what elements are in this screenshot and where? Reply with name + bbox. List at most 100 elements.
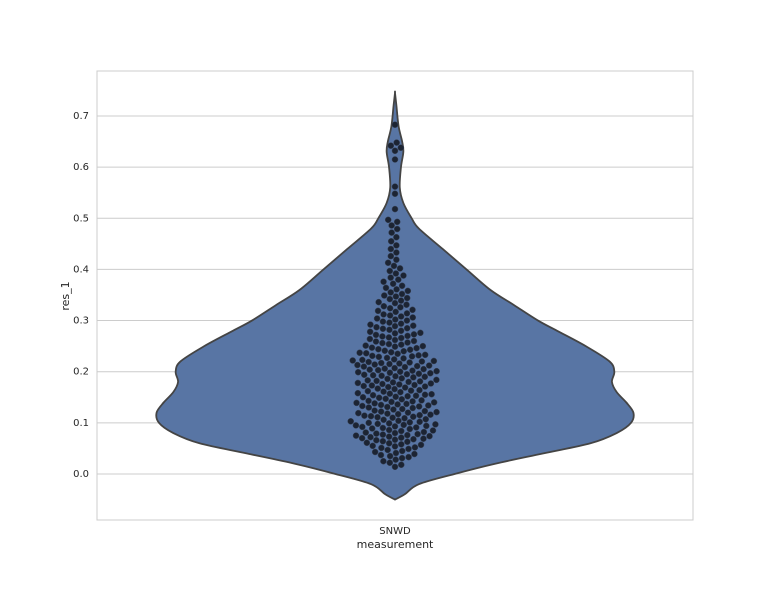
swarm-point [398,454,406,462]
swarm-point [360,382,367,390]
swarm-point [392,316,399,323]
swarm-point [430,357,438,365]
swarm-point [372,331,380,339]
swarm-point [352,432,360,439]
swarm-point [392,449,400,457]
swarm-point [386,459,394,466]
swarm-point [398,396,406,403]
swarm-point [359,394,367,401]
swarm-point [379,437,387,445]
swarm-point [354,368,362,376]
swarm-point [366,328,374,336]
x-tick-label: SNWD [379,526,411,537]
swarm-point [354,361,361,369]
swarm-point [412,392,420,399]
swarm-point [381,365,388,372]
swarm-point [391,463,399,471]
swarm-point [374,413,381,421]
swarm-point [390,262,398,270]
swarm-point [393,256,400,263]
swarm-point [400,347,407,355]
swarm-point [393,242,400,249]
swarm-point [385,420,393,427]
swarm-point [397,313,405,320]
swarm-point [384,403,391,411]
swarm-point [427,380,435,387]
swarm-point [385,383,392,391]
swarm-point [397,304,404,311]
y-tick-label: 0.2 [73,367,89,378]
swarm-point [411,450,418,458]
swarm-point [393,225,401,233]
swarm-point [391,190,399,197]
swarm-point [409,367,416,374]
swarm-point [403,301,410,308]
swarm-point [418,358,426,365]
swarm-point [373,436,380,444]
swarm-point [371,400,378,407]
swarm-point [404,431,411,439]
swarm-point [397,327,405,335]
swarm-point [373,430,380,437]
swarm-point [421,383,429,390]
swarm-point [386,319,393,326]
swarm-point [371,407,378,414]
swarm-point [397,144,405,151]
swarm-point [414,430,421,438]
x-axis-label: measurement [357,538,434,551]
swarm-point [393,286,400,293]
swarm-point [368,382,376,389]
swarm-point [365,419,372,427]
swarm-point [391,443,399,450]
swarm-point [418,397,425,404]
swarm-point [398,341,405,348]
swarm-point [361,371,368,379]
swarm-point [384,216,392,224]
swarm-point [398,461,405,469]
swarm-point [362,350,370,357]
swarm-point [386,360,393,368]
swarm-point [391,429,399,437]
swarm-point [392,293,400,300]
swarm-point [384,410,391,417]
swarm-point [369,391,377,399]
swarm-point [415,352,422,359]
swarm-point [375,345,382,353]
swarm-point [392,456,399,463]
swarm-point [391,322,399,330]
swarm-point [373,323,380,331]
swarm-point [397,297,405,304]
swarm-point [378,444,385,452]
swarm-point [387,245,395,253]
swarm-point [416,378,424,385]
swarm-point [397,388,404,396]
swarm-point [379,318,387,325]
swarm-point [361,412,368,419]
swarm-point [391,183,399,190]
swarm-point [377,401,385,409]
swarm-point [421,391,429,398]
swarm-point [372,338,380,345]
swarm-point [387,289,394,296]
swarm-point [400,355,407,362]
swarm-point [401,384,409,391]
swarm-point [421,351,429,359]
swarm-point [391,330,399,337]
swarm-point [377,451,385,459]
swarm-point [427,369,434,377]
swarm-point [405,453,412,461]
swarm-point [432,421,439,428]
swarm-point [413,362,421,370]
swarm-point [419,342,427,350]
swarm-point [389,414,396,421]
swarm-point [429,427,437,434]
swarm-point [374,307,382,315]
swarm-point [386,452,394,460]
swarm-point [411,444,419,451]
swarm-point [410,331,418,338]
swarm-point [380,416,387,424]
swarm-point [366,366,373,373]
swarm-point [404,392,411,400]
swarm-point [398,334,405,342]
